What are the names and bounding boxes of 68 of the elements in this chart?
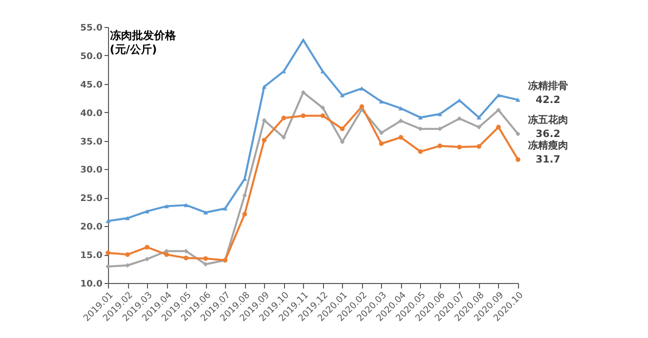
point	[359, 104, 364, 109]
point	[418, 115, 423, 120]
point	[203, 262, 208, 267]
point	[476, 115, 482, 120]
y-tick-label: 10.0	[80, 280, 102, 290]
point	[281, 135, 286, 140]
point	[125, 216, 130, 220]
series-label: 冻五花肉	[528, 114, 568, 126]
point	[300, 90, 306, 95]
point	[340, 140, 345, 144]
point	[398, 106, 404, 110]
point	[281, 116, 286, 120]
point	[106, 218, 110, 224]
point	[144, 244, 150, 250]
y-tick-label: 15.0	[80, 251, 102, 262]
point	[106, 250, 110, 256]
y-tick-label: 55.0	[80, 24, 102, 34]
point	[320, 113, 326, 118]
point	[496, 124, 501, 130]
point	[242, 193, 248, 198]
data-label: 36.2	[536, 128, 560, 140]
y-tick-label: 30.0	[80, 166, 102, 176]
point	[320, 105, 326, 110]
point	[164, 252, 169, 257]
point	[378, 141, 384, 146]
point	[184, 203, 188, 208]
point	[242, 212, 248, 217]
y-tick-label: 35.0	[80, 137, 102, 148]
point	[476, 144, 482, 149]
point	[203, 210, 208, 214]
point	[378, 130, 384, 136]
point	[476, 124, 482, 130]
point	[398, 135, 404, 140]
point	[438, 144, 442, 148]
point	[457, 144, 462, 150]
point	[262, 84, 267, 89]
point	[300, 113, 306, 118]
chart-title: 冻肉批发价格	[110, 29, 177, 42]
point	[262, 118, 267, 123]
y-tick-label: 20.0	[80, 222, 102, 233]
y-tick-label: 40.0	[80, 108, 102, 119]
point	[184, 256, 188, 260]
point	[378, 99, 384, 104]
point	[203, 256, 208, 261]
y-tick-label: 45.0	[80, 80, 102, 90]
point	[398, 118, 404, 124]
point	[516, 157, 520, 162]
point	[125, 252, 130, 257]
point	[418, 149, 423, 154]
point	[222, 206, 228, 211]
y-tick-label: 25.0	[80, 194, 102, 204]
series-label: 冻精排骨	[528, 80, 568, 92]
point	[340, 126, 345, 132]
point	[457, 116, 462, 121]
text: (元/公斤)	[110, 43, 157, 56]
point	[262, 138, 267, 143]
point	[516, 98, 520, 102]
point	[300, 38, 306, 42]
point	[144, 256, 150, 262]
point	[516, 132, 520, 136]
point	[438, 112, 442, 116]
point	[340, 93, 345, 98]
y-tick-label: 50.0	[80, 52, 102, 62]
series-label: 冻精瘦肉	[528, 140, 568, 152]
data-label: 31.7	[536, 154, 560, 166]
point	[496, 108, 501, 112]
data-label: 42.2	[536, 94, 560, 106]
point	[144, 209, 150, 214]
